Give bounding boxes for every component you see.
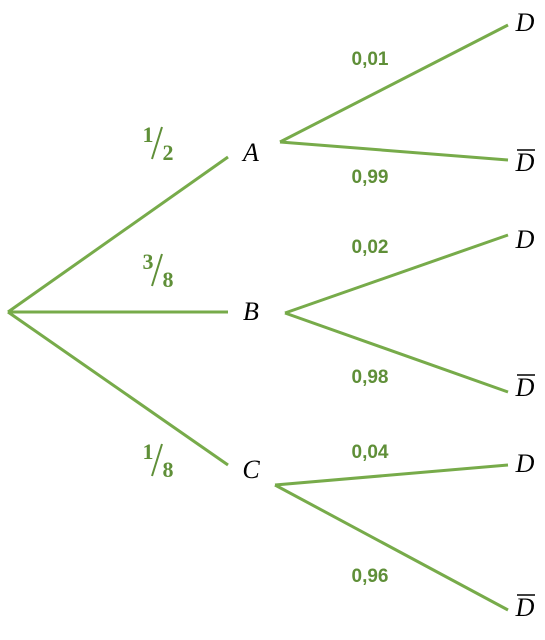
node-label: C: [242, 455, 260, 484]
outcome-label: D: [515, 449, 535, 478]
branch: [284, 233, 509, 315]
branch: [274, 463, 509, 487]
outcome-label: D: [515, 373, 535, 402]
branch-probability: 0,04: [352, 442, 389, 463]
branch: [279, 140, 509, 162]
branch-probability: 0,98: [352, 367, 389, 388]
fraction-denominator: 2: [163, 140, 174, 165]
branch-probability: 0,99: [352, 167, 389, 188]
branch-probability: 0,96: [352, 566, 389, 587]
branch: [274, 483, 509, 612]
outcome-label: D: [515, 8, 535, 37]
fraction-slash: [151, 253, 163, 287]
branch: [279, 23, 509, 144]
branch-probability: 0,01: [352, 49, 389, 70]
node-label: B: [243, 297, 259, 326]
fraction-slash: [151, 443, 163, 477]
branch-probability: 0,02: [352, 237, 389, 258]
fraction-numerator: 1: [143, 439, 154, 464]
fraction-denominator: 8: [163, 457, 174, 482]
fraction-slash: [151, 126, 163, 160]
fraction-numerator: 1: [143, 122, 154, 147]
outcome-label: D: [515, 225, 535, 254]
outcome-label: D: [515, 148, 535, 177]
outcome-label: D: [515, 593, 535, 622]
branch: [7, 155, 229, 314]
branch: [7, 310, 229, 467]
fraction-denominator: 8: [163, 267, 174, 292]
branch: [284, 311, 509, 394]
fraction-numerator: 3: [143, 249, 154, 274]
node-label: A: [241, 138, 259, 167]
